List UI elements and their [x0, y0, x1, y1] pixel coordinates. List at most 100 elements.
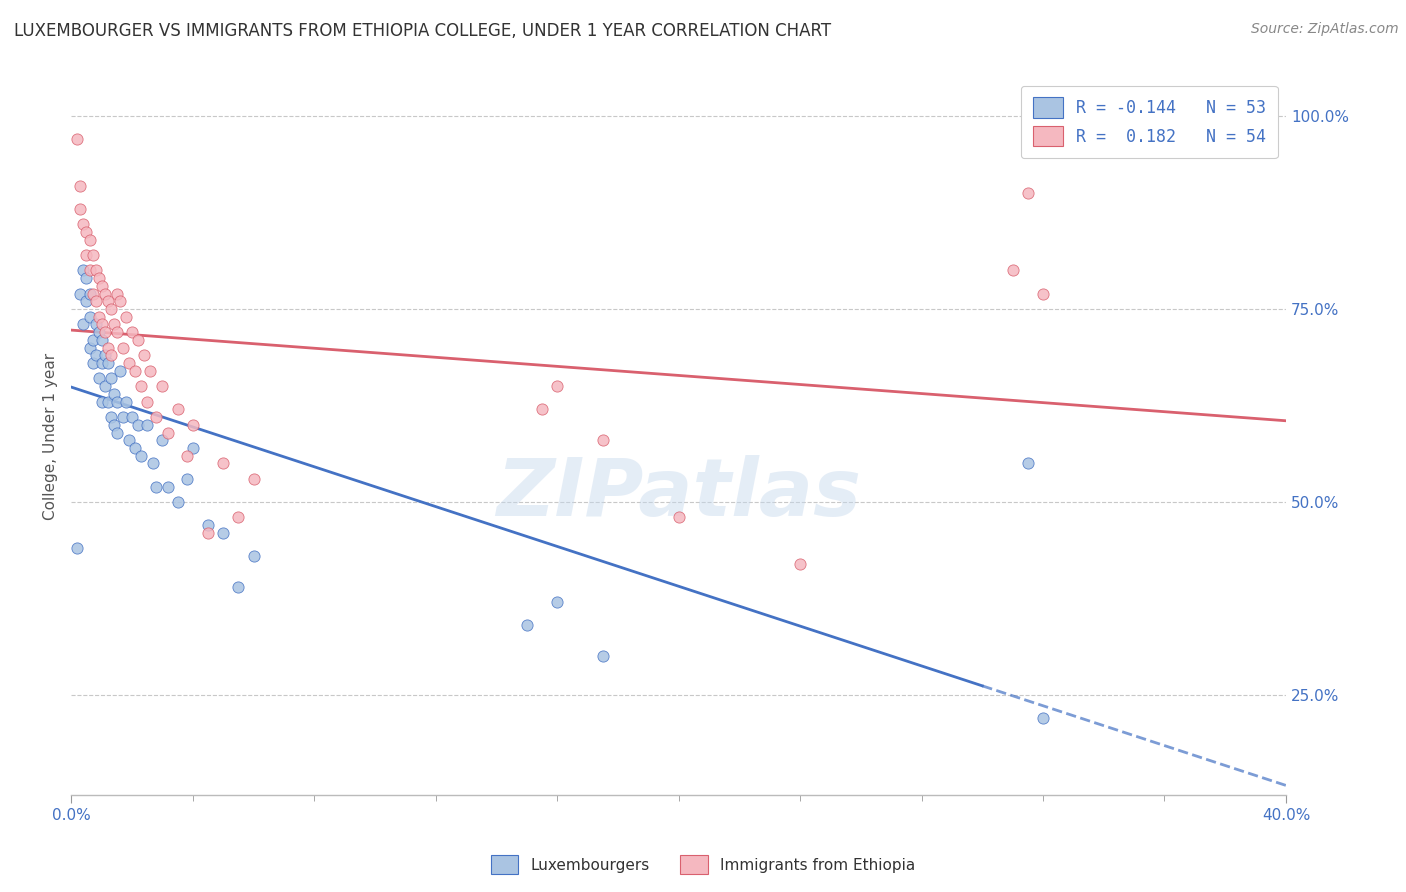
Point	[592, 434, 614, 448]
Text: ZIPatlas: ZIPatlas	[496, 455, 860, 533]
Point	[90, 394, 112, 409]
Text: LUXEMBOURGER VS IMMIGRANTS FROM ETHIOPIA COLLEGE, UNDER 1 YEAR CORRELATION CHART: LUXEMBOURGER VS IMMIGRANTS FROM ETHIOPIA…	[14, 22, 831, 40]
Point	[90, 356, 112, 370]
Point	[789, 557, 811, 571]
Point	[76, 294, 98, 309]
Point	[1001, 263, 1024, 277]
Point	[79, 310, 101, 324]
Point	[76, 271, 98, 285]
Point	[93, 325, 115, 339]
Point	[105, 425, 128, 440]
Point	[87, 271, 110, 285]
Point	[1017, 456, 1039, 470]
Point	[84, 263, 107, 277]
Point	[97, 356, 120, 370]
Point	[87, 371, 110, 385]
Point	[69, 178, 91, 193]
Point	[90, 318, 112, 332]
Point	[108, 294, 131, 309]
Point	[546, 379, 568, 393]
Point	[76, 225, 98, 239]
Point	[108, 364, 131, 378]
Point	[139, 364, 162, 378]
Point	[79, 286, 101, 301]
Point	[69, 286, 91, 301]
Point	[97, 341, 120, 355]
Point	[87, 310, 110, 324]
Point	[152, 379, 174, 393]
Text: Source: ZipAtlas.com: Source: ZipAtlas.com	[1251, 22, 1399, 37]
Point	[79, 263, 101, 277]
Point	[105, 325, 128, 339]
Point	[136, 417, 159, 432]
Point	[82, 248, 104, 262]
Point	[76, 248, 98, 262]
Point	[93, 348, 115, 362]
Point	[197, 518, 219, 533]
Point	[546, 595, 568, 609]
Point	[129, 449, 152, 463]
Point	[166, 495, 188, 509]
Point	[100, 371, 122, 385]
Point	[136, 394, 159, 409]
Point	[242, 549, 264, 563]
Point	[105, 286, 128, 301]
Point	[129, 379, 152, 393]
Point	[118, 434, 141, 448]
Point	[103, 387, 125, 401]
Point	[79, 233, 101, 247]
Point	[69, 202, 91, 216]
Point	[228, 580, 250, 594]
Point	[103, 417, 125, 432]
Legend: Luxembourgers, Immigrants from Ethiopia: Luxembourgers, Immigrants from Ethiopia	[485, 849, 921, 880]
Point	[82, 286, 104, 301]
Point	[72, 318, 94, 332]
Point	[103, 318, 125, 332]
Point	[145, 479, 167, 493]
Point	[516, 618, 538, 632]
Point	[124, 364, 146, 378]
Point	[1032, 286, 1054, 301]
Legend: R = -0.144   N = 53, R =  0.182   N = 54: R = -0.144 N = 53, R = 0.182 N = 54	[1021, 86, 1278, 158]
Point	[72, 263, 94, 277]
Point	[181, 417, 204, 432]
Point	[127, 333, 149, 347]
Point	[157, 425, 180, 440]
Point	[124, 441, 146, 455]
Point	[84, 294, 107, 309]
Point	[93, 286, 115, 301]
Point	[592, 649, 614, 664]
Point	[111, 410, 134, 425]
Point	[228, 510, 250, 524]
Point	[82, 356, 104, 370]
Point	[90, 278, 112, 293]
Point	[145, 410, 167, 425]
Point	[97, 294, 120, 309]
Point	[212, 525, 235, 540]
Point	[100, 410, 122, 425]
Point	[115, 394, 138, 409]
Point	[134, 348, 156, 362]
Point	[197, 525, 219, 540]
Point	[121, 325, 143, 339]
Point	[111, 341, 134, 355]
Point	[242, 472, 264, 486]
Point	[176, 449, 198, 463]
Point	[105, 394, 128, 409]
Point	[157, 479, 180, 493]
Point	[84, 318, 107, 332]
Point	[1032, 711, 1054, 725]
Point	[84, 348, 107, 362]
Point	[118, 356, 141, 370]
Point	[97, 394, 120, 409]
Point	[530, 402, 553, 417]
Point	[66, 132, 89, 146]
Point	[115, 310, 138, 324]
Y-axis label: College, Under 1 year: College, Under 1 year	[44, 353, 58, 520]
Point	[152, 434, 174, 448]
Point	[79, 341, 101, 355]
Point	[93, 379, 115, 393]
Point	[212, 456, 235, 470]
Point	[72, 217, 94, 231]
Point	[121, 410, 143, 425]
